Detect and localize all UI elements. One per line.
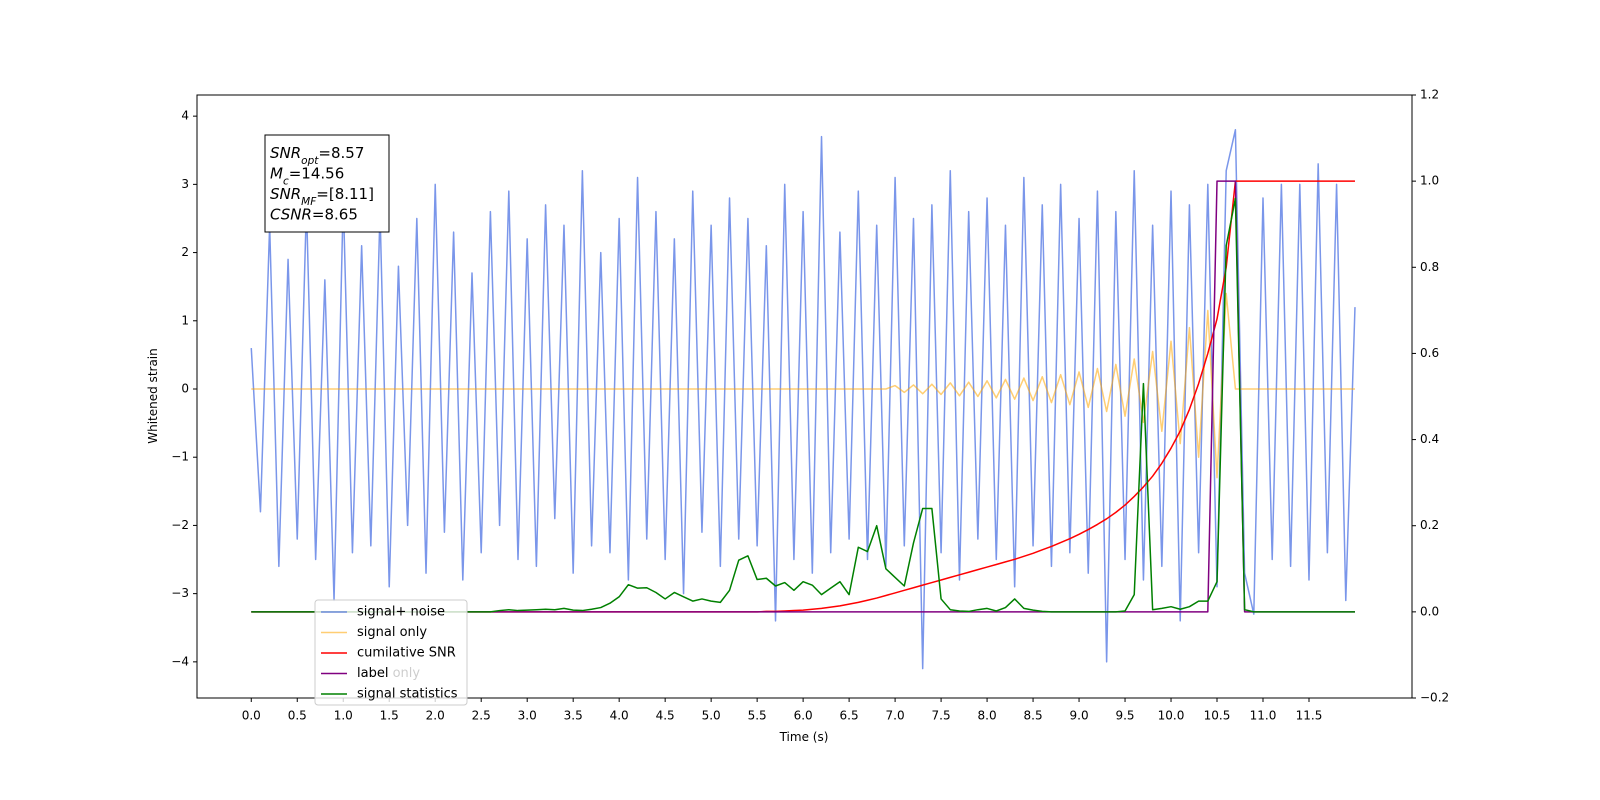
annotation-symbol: M	[270, 165, 283, 183]
annotation-symbol: CSNR	[270, 206, 312, 224]
axes-frame	[196, 94, 1413, 699]
y-tick-label: 3	[181, 177, 189, 191]
legend-label: signal statistics	[357, 687, 458, 702]
x-tick-label: 7.5	[932, 709, 951, 723]
y2-tick-label: 1.0	[1420, 174, 1439, 188]
y2-tick-label: 1.2	[1420, 88, 1439, 102]
x-tick-label: 6.0	[794, 709, 813, 723]
legend-label: signal only	[357, 625, 427, 640]
y2-tick-label: 0.2	[1420, 518, 1439, 532]
legend-label: signal+ noise	[357, 605, 445, 620]
annotation-value: =8.65	[312, 206, 358, 224]
y-tick-label: 1	[181, 313, 189, 327]
y2-tick-label: 0.0	[1420, 604, 1439, 618]
annotation-subscript: MF	[301, 196, 317, 208]
y-tick-label: 4	[181, 109, 189, 123]
annotation-symbol: SNR	[270, 144, 301, 162]
x-tick-label: 11.5	[1296, 709, 1323, 723]
annotation-box	[264, 134, 390, 233]
x-tick-label: 0.5	[288, 709, 307, 723]
legend-label: cumilative SNR	[357, 646, 456, 661]
x-axis-label: Time (s)	[779, 730, 829, 744]
annotation: Mc=14.56	[270, 165, 344, 188]
x-tick-label: 2.0	[426, 709, 445, 723]
y-tick-label: −1	[171, 450, 189, 464]
y2-tick-label: 0.4	[1420, 432, 1439, 446]
y-tick-label: −2	[171, 518, 189, 532]
annotation: CSNR=8.65	[270, 206, 358, 224]
x-tick-label: 7.0	[886, 709, 905, 723]
series-line	[251, 292, 1355, 479]
y-axis-label: Whitened strain	[146, 348, 160, 444]
y-tick-label: 0	[181, 381, 189, 395]
annotation-subscript: c	[283, 176, 289, 188]
annotation: SNRopt=8.57	[270, 144, 364, 167]
x-tick-label: 3.5	[564, 709, 583, 723]
x-tick-label: 10.0	[1158, 709, 1185, 723]
x-tick-label: 11.0	[1250, 709, 1277, 723]
y2-tick-label: 0.8	[1420, 260, 1439, 274]
x-tick-label: 8.0	[978, 709, 997, 723]
x-tick-label: 9.0	[1070, 709, 1089, 723]
x-tick-label: 8.5	[1024, 709, 1043, 723]
legend-box	[314, 599, 468, 706]
x-tick-label: 9.5	[1115, 709, 1134, 723]
x-tick-label: 5.0	[702, 709, 721, 723]
x-tick-label: 10.5	[1204, 709, 1231, 723]
annotation-value: =[8.11]	[316, 185, 374, 203]
x-tick-label: 5.5	[748, 709, 767, 723]
x-tick-label: 6.5	[840, 709, 859, 723]
annotation-symbol: SNR	[270, 185, 301, 203]
legend-label: label	[357, 666, 388, 681]
y-tick-label: −3	[171, 586, 189, 600]
y2-tick-label: −0.2	[1420, 691, 1449, 705]
y-tick-label: −4	[171, 654, 189, 668]
x-tick-label: 3.0	[518, 709, 537, 723]
series-line	[250, 129, 1356, 670]
x-tick-label: 1.0	[334, 709, 353, 723]
y-tick-label: 2	[181, 245, 189, 259]
x-tick-label: 4.0	[610, 709, 629, 723]
annotation-value: =14.56	[289, 165, 345, 183]
x-tick-label: 2.5	[472, 709, 491, 723]
y2-tick-label: 0.6	[1420, 346, 1439, 360]
annotation: SNRMF=[8.11]	[270, 185, 374, 208]
annotation-subscript: opt	[301, 155, 319, 167]
x-tick-label: 4.5	[656, 709, 675, 723]
annotation-value: =8.57	[318, 144, 364, 162]
x-tick-label: 0.0	[242, 709, 261, 723]
x-tick-label: 1.5	[380, 709, 399, 723]
